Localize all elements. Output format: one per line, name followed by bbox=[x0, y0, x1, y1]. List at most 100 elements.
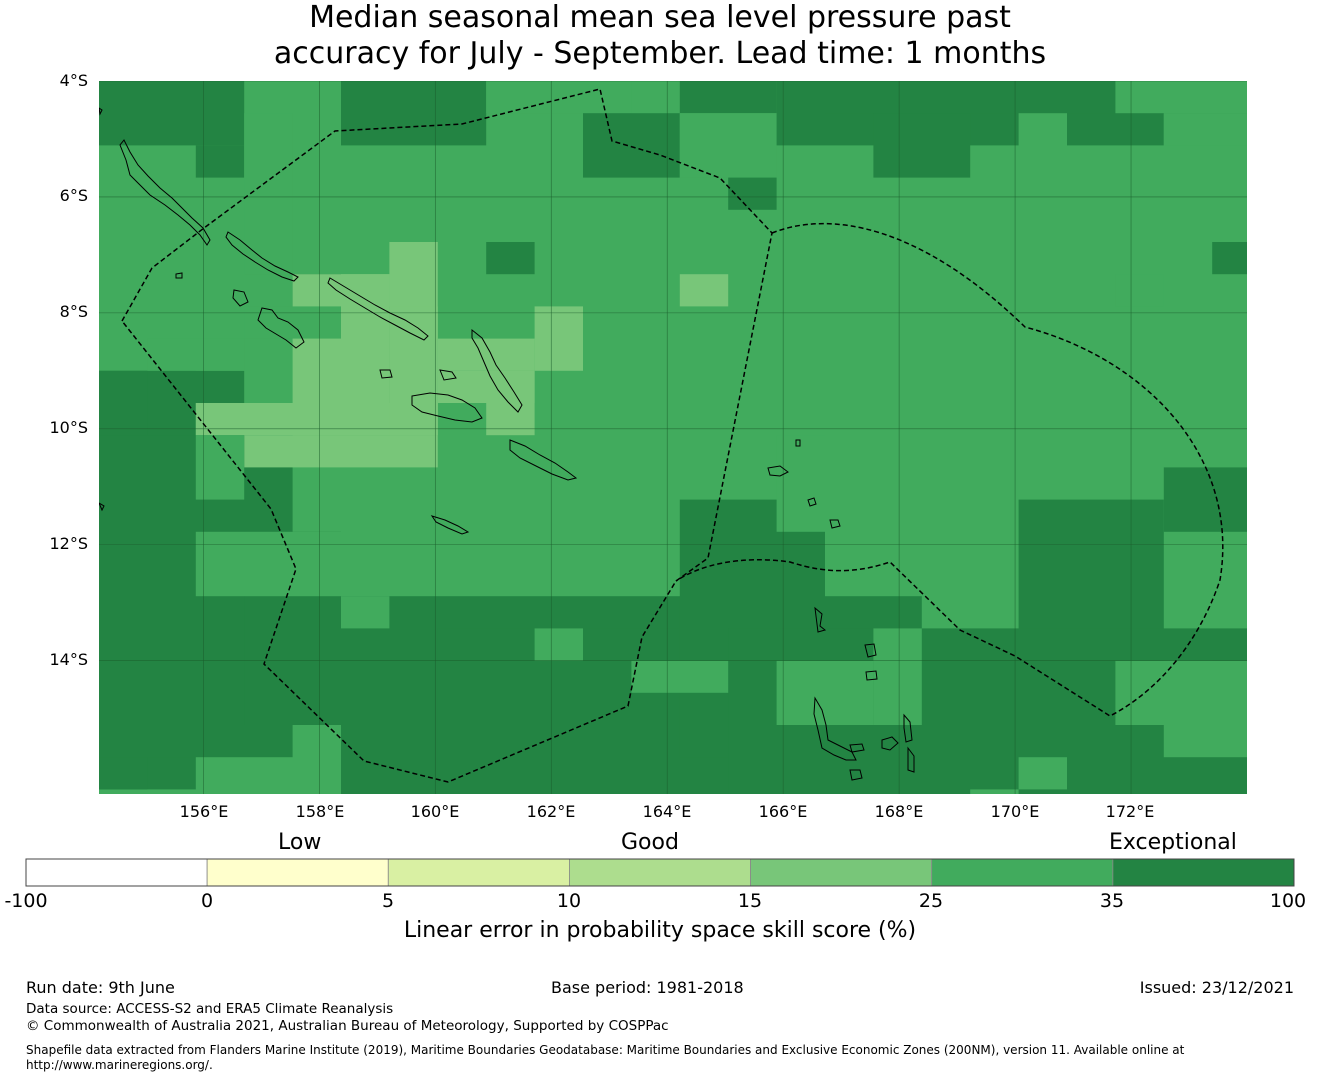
skill-cell-light bbox=[341, 274, 390, 307]
lat-label-4s: 4°S bbox=[59, 71, 88, 90]
data-source: Data source: ACCESS-S2 and ERA5 Climate … bbox=[26, 1001, 394, 1017]
skill-cell bbox=[147, 338, 245, 371]
skill-cell-light bbox=[486, 403, 535, 436]
colorbar-frame bbox=[25, 858, 1295, 887]
island-malo bbox=[849, 769, 863, 781]
skill-map bbox=[99, 81, 1320, 794]
islet-6 bbox=[99, 502, 105, 512]
category-low: Low bbox=[278, 830, 322, 855]
colorbar-segment bbox=[750, 858, 933, 887]
skill-cell-medium bbox=[341, 596, 390, 629]
island-torres bbox=[814, 606, 827, 633]
skill-cell bbox=[147, 370, 245, 403]
skill-cell-medium bbox=[873, 628, 922, 725]
run-date: Run date: 9th June bbox=[26, 978, 175, 997]
colorbar-segment bbox=[387, 858, 570, 887]
skill-cell bbox=[1163, 467, 1247, 532]
island-rennell bbox=[430, 515, 470, 535]
lon-label-158e: 158°E bbox=[295, 802, 345, 821]
base-period: Base period: 1981-2018 bbox=[551, 978, 744, 997]
island-vella-lavella bbox=[232, 289, 249, 307]
skill-cell bbox=[1115, 81, 1247, 114]
skill-cell bbox=[825, 81, 1116, 114]
island-vanua-lava bbox=[864, 643, 877, 658]
copyright: © Commonwealth of Australia 2021, Austra… bbox=[26, 1018, 669, 1034]
island-nendo bbox=[767, 465, 789, 477]
tick-15: 15 bbox=[737, 890, 763, 912]
lon-label-166e: 166°E bbox=[758, 802, 808, 821]
island-malekula bbox=[881, 736, 899, 751]
skill-cell-medium bbox=[195, 531, 341, 597]
skill-cell bbox=[1309, 339, 1320, 403]
skill-cell-medium bbox=[244, 113, 293, 275]
shapefile-credit-line1: Shapefile data extracted from Flanders M… bbox=[26, 1043, 1185, 1057]
lat-label-12s: 12°S bbox=[49, 534, 88, 553]
colorbar bbox=[25, 858, 1295, 887]
skill-cell bbox=[679, 113, 777, 178]
skill-cell-medium bbox=[534, 628, 583, 661]
skill-cell-light bbox=[244, 435, 438, 468]
eez-vanuatu bbox=[675, 222, 1224, 717]
eez-boundary bbox=[121, 88, 1224, 783]
skill-cell bbox=[341, 81, 487, 146]
islet-3 bbox=[439, 369, 457, 381]
lat-label-14s: 14°S bbox=[49, 650, 88, 669]
chart-title: Median seasonal mean sea level pressure … bbox=[0, 0, 1320, 72]
title-line-1: Median seasonal mean sea level pressure … bbox=[309, 0, 1011, 35]
skill-cell-medium bbox=[970, 789, 1019, 794]
issued-date: Issued: 23/12/2021 bbox=[1139, 978, 1294, 997]
skill-cell-medium bbox=[1115, 660, 1247, 725]
colorbar-segment bbox=[25, 858, 208, 887]
skill-cell-medium bbox=[1018, 757, 1067, 790]
island-utupua bbox=[807, 497, 817, 507]
skill-cell-light bbox=[679, 274, 729, 307]
island-new-georgia bbox=[257, 307, 305, 349]
islet-5 bbox=[99, 107, 103, 116]
graticule bbox=[99, 81, 1247, 794]
islet-1 bbox=[175, 272, 183, 279]
shapefile-credit-line2: http://www.marineregions.org/. bbox=[26, 1058, 213, 1072]
skill-cell bbox=[1163, 113, 1247, 146]
island-vanikoro bbox=[829, 519, 841, 529]
category-good: Good bbox=[621, 830, 679, 855]
tick-5: 5 bbox=[381, 890, 395, 912]
tick-100: 100 bbox=[1269, 890, 1307, 912]
island-pentecost bbox=[907, 746, 915, 773]
skill-cell-light bbox=[437, 338, 535, 371]
tick-25: 25 bbox=[918, 890, 944, 912]
skill-cell bbox=[486, 81, 632, 114]
island-ambae bbox=[849, 743, 865, 753]
lat-label-6s: 6°S bbox=[59, 186, 88, 205]
title-line-2: accuracy for July - September. Lead time… bbox=[273, 36, 1047, 71]
tick-35: 35 bbox=[1099, 890, 1125, 912]
eez-solomon-islands bbox=[121, 88, 773, 783]
skill-cell bbox=[195, 145, 245, 178]
skill-cell bbox=[776, 660, 874, 725]
coastlines bbox=[99, 107, 915, 781]
island-espiritu-santo bbox=[813, 696, 857, 761]
lon-label-162e: 162°E bbox=[526, 802, 576, 821]
skill-cell bbox=[1261, 178, 1320, 210]
skill-cell bbox=[873, 113, 971, 178]
tick-0: 0 bbox=[200, 890, 214, 912]
skill-cell-light bbox=[389, 306, 438, 403]
skill-cell bbox=[1212, 242, 1247, 275]
lon-label-160e: 160°E bbox=[410, 802, 460, 821]
lon-label-164e: 164°E bbox=[642, 802, 692, 821]
skill-cell bbox=[728, 177, 777, 210]
skill-cell-medium bbox=[244, 306, 341, 339]
lon-label-170e: 170°E bbox=[990, 802, 1040, 821]
skill-cell-light bbox=[389, 403, 438, 436]
skill-cell bbox=[679, 81, 777, 114]
tick-10: 10 bbox=[556, 890, 582, 912]
colorbar-segment bbox=[931, 858, 1114, 887]
category-exceptional: Exceptional bbox=[1109, 830, 1237, 855]
colorbar-segment bbox=[569, 858, 751, 887]
island-santa-isabel bbox=[327, 277, 429, 341]
skill-cell bbox=[99, 81, 245, 146]
skill-cell bbox=[486, 242, 535, 275]
lat-label-10s: 10°S bbox=[49, 418, 88, 437]
skill-cell bbox=[583, 113, 680, 178]
island-choiseul bbox=[225, 231, 299, 282]
